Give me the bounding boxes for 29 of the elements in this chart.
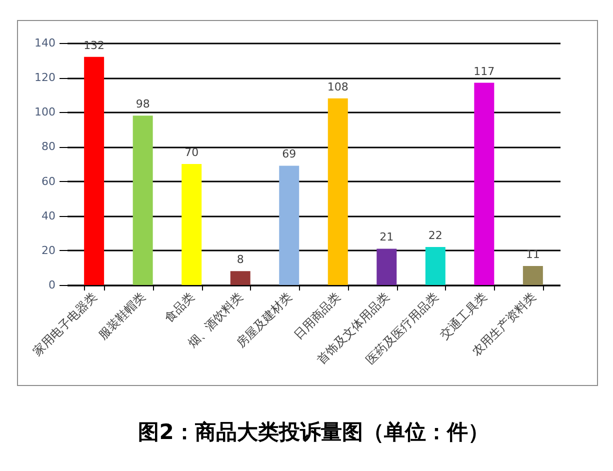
bar bbox=[376, 248, 397, 285]
y-tick-label: 60 bbox=[42, 174, 56, 188]
bar bbox=[522, 266, 543, 285]
bar bbox=[230, 271, 250, 285]
y-tick-label: 80 bbox=[42, 140, 56, 154]
text: 图2：商品大类投诉量图（单位：件） bbox=[138, 420, 489, 444]
bar bbox=[474, 82, 494, 285]
data-label: 11 bbox=[526, 248, 540, 261]
x-tick-label: 食品类 bbox=[162, 290, 198, 325]
y-tick-label: 0 bbox=[48, 278, 56, 292]
data-label: 108 bbox=[327, 80, 348, 94]
data-label: 98 bbox=[136, 98, 150, 111]
bar bbox=[182, 164, 202, 285]
data-label: 117 bbox=[474, 64, 495, 78]
data-label: 22 bbox=[428, 228, 442, 242]
data-label: 70 bbox=[184, 146, 199, 159]
y-tick-label: 40 bbox=[42, 209, 56, 222]
bar bbox=[84, 56, 104, 285]
data-label: 69 bbox=[282, 148, 296, 161]
data-label: 8 bbox=[236, 253, 244, 266]
bar bbox=[132, 116, 153, 285]
bar bbox=[425, 246, 446, 285]
y-tick-label: 20 bbox=[42, 244, 56, 257]
y-tick-label: 100 bbox=[34, 106, 56, 119]
data-label: 21 bbox=[380, 230, 394, 244]
y-tick-label: 140 bbox=[34, 36, 56, 50]
bar bbox=[279, 166, 300, 285]
y-tick-label: 120 bbox=[34, 71, 56, 84]
bar bbox=[328, 98, 348, 285]
